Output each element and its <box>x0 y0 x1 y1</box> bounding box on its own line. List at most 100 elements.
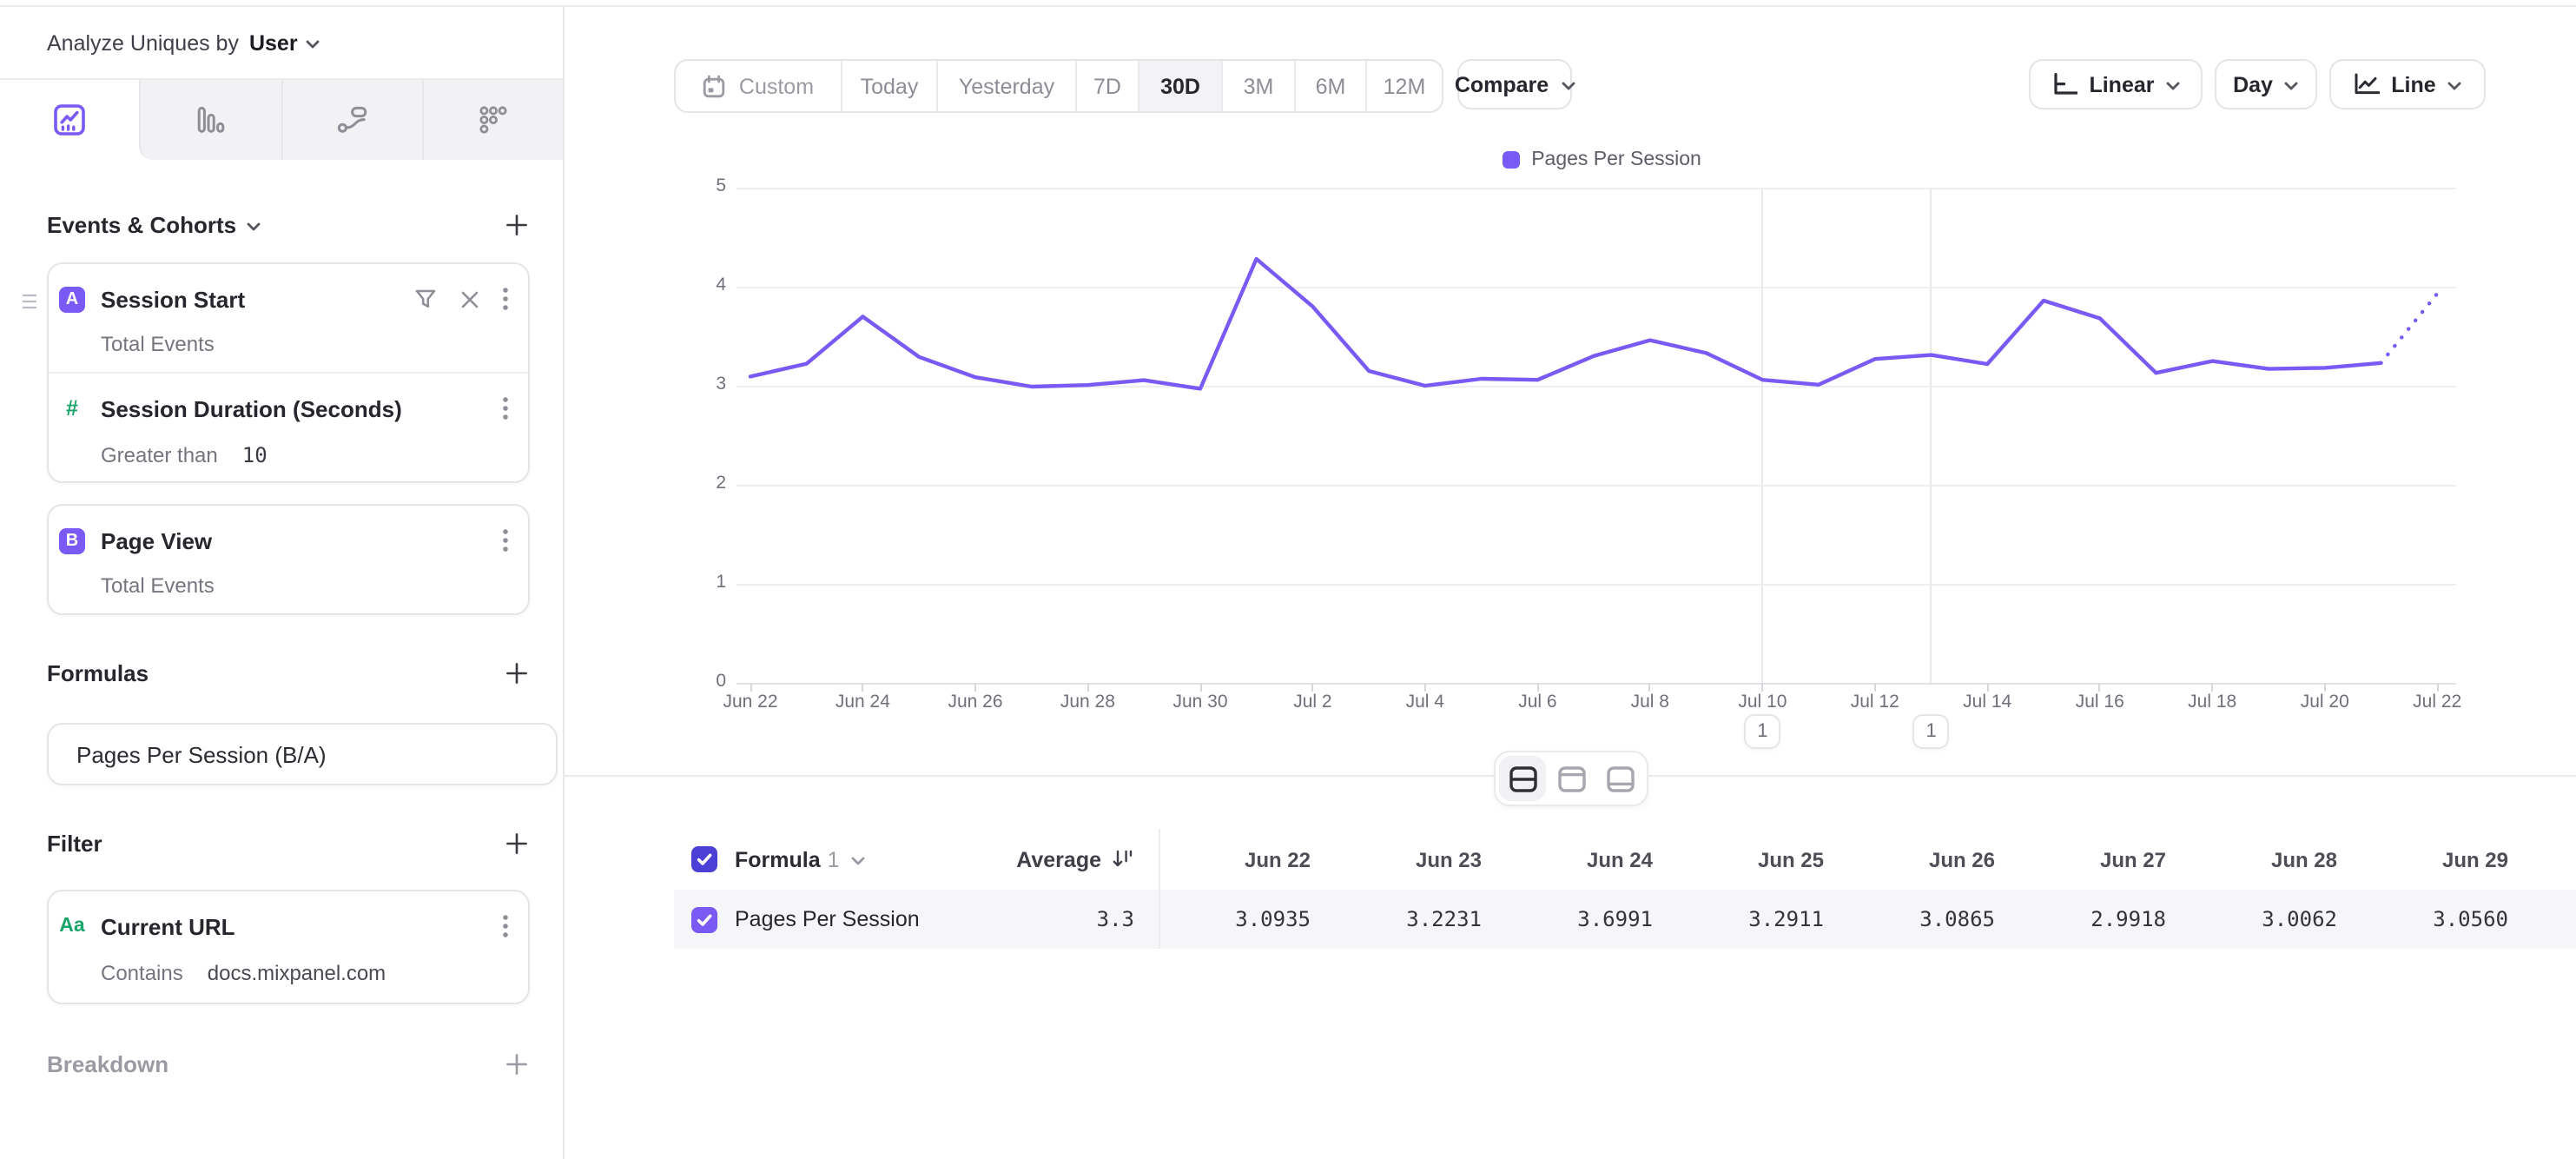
event-name[interactable]: Session Start <box>101 286 246 312</box>
tab-bar-chart[interactable] <box>139 80 281 160</box>
results-table: Formula 1 Average Jun 22 Jun 23 Jun 24 J… <box>674 829 2576 949</box>
tab-retention[interactable] <box>421 80 563 160</box>
gridline <box>736 683 2456 685</box>
value-cell: 3.0062 <box>2262 907 2337 931</box>
property-condition[interactable]: Greater than 10 <box>101 443 268 467</box>
analyze-by-label: Analyze Uniques by <box>47 30 239 55</box>
layout-split-button[interactable] <box>1499 756 1546 801</box>
gridline <box>736 386 2456 387</box>
table-layout-icon <box>1606 765 1634 791</box>
average-sort-header[interactable]: Average <box>1016 847 1134 871</box>
kebab-menu-icon[interactable] <box>502 914 509 938</box>
add-event-button[interactable] <box>505 213 528 235</box>
add-filter-button[interactable] <box>505 831 528 854</box>
line-chart-icon <box>52 103 87 137</box>
breakdown-section-title: Breakdown <box>47 1050 169 1076</box>
filter-card[interactable]: Aa Current URL Contains docs.mixpanel.co… <box>47 890 530 1004</box>
chevron-down-icon[interactable] <box>852 857 866 865</box>
x-axis-tick-label: Jun 30 <box>1172 692 1228 712</box>
chevron-down-icon[interactable] <box>247 222 261 230</box>
analyze-by-row: Analyze Uniques by User <box>0 7 563 80</box>
x-axis-tick <box>1873 683 1876 692</box>
layout-chart-button[interactable] <box>1548 756 1595 801</box>
add-breakdown-button[interactable] <box>505 1052 528 1075</box>
range-30d[interactable]: 30D <box>1138 61 1221 111</box>
y-axis-tick-label: 2 <box>716 473 726 493</box>
range-7d[interactable]: 7D <box>1075 61 1138 111</box>
add-formula-button[interactable] <box>505 661 528 684</box>
event-name[interactable]: Page View <box>101 527 213 553</box>
formulas-section-header: Formulas <box>47 655 528 690</box>
filter-icon[interactable] <box>413 288 438 310</box>
event-badge: A <box>59 286 85 312</box>
x-axis-tick-label: Jul 14 <box>1963 692 2012 712</box>
row-checkbox[interactable] <box>691 906 717 932</box>
y-axis-tick-label: 1 <box>716 572 726 593</box>
range-yesterday[interactable]: Yesterday <box>936 61 1075 111</box>
range-today[interactable]: Today <box>841 61 936 111</box>
formula-name: Pages Per Session (B/A) <box>76 741 327 767</box>
event-row: B Page View <box>59 527 509 554</box>
chart-type-selector[interactable]: Line <box>2329 59 2486 109</box>
annotation-gridline <box>1761 188 1764 683</box>
range-custom[interactable]: Custom <box>676 61 841 111</box>
x-axis-tick-label: Jun 28 <box>1060 692 1115 712</box>
kebab-menu-icon[interactable] <box>502 396 509 421</box>
select-all-checkbox[interactable] <box>691 846 717 872</box>
events-section-title: Events & Cohorts <box>47 211 237 237</box>
annotation-badge[interactable]: 1 <box>1744 714 1781 749</box>
analyze-by-selector[interactable]: User <box>249 30 320 55</box>
tab-flows[interactable] <box>281 80 422 160</box>
x-axis-tick <box>1423 683 1426 692</box>
chart-legend[interactable]: Pages Per Session <box>747 149 2456 170</box>
date-column-header[interactable]: Jun 29 <box>2441 847 2508 871</box>
x-axis-tick-label: Jun 26 <box>948 692 1003 712</box>
date-column-header[interactable]: Jun 26 <box>1928 847 1995 871</box>
filter-property-name[interactable]: Current URL <box>101 913 235 939</box>
date-column-header[interactable]: Jun 27 <box>2099 847 2166 871</box>
event-card-session-start[interactable]: A Session Start Total Events # Session D… <box>47 262 530 483</box>
filter-condition[interactable]: Contains docs.mixpanel.com <box>101 961 386 985</box>
calendar-icon <box>703 74 727 98</box>
x-axis-tick-label: Jul 8 <box>1630 692 1669 712</box>
date-column-header[interactable]: Jun 25 <box>1757 847 1824 871</box>
event-measure[interactable]: Total Events <box>101 573 215 598</box>
close-icon[interactable] <box>460 289 479 308</box>
drag-handle-icon[interactable] <box>23 287 36 318</box>
compare-button[interactable]: Compare <box>1455 59 1575 109</box>
property-name[interactable]: Session Duration (Seconds) <box>101 395 402 421</box>
range-6m[interactable]: 6M <box>1294 61 1365 111</box>
layout-table-button[interactable] <box>1596 756 1643 801</box>
event-measure[interactable]: Total Events <box>101 332 215 356</box>
chevron-down-icon <box>2285 81 2299 89</box>
chevron-down-icon <box>307 39 320 48</box>
range-12m[interactable]: 12M <box>1365 61 1442 111</box>
chevron-down-icon <box>2167 81 2181 89</box>
linear-axis-icon <box>2051 73 2077 96</box>
chevron-down-icon <box>1561 81 1575 89</box>
kebab-menu-icon[interactable] <box>502 528 509 553</box>
date-column-header[interactable]: Jun 23 <box>1415 847 1482 871</box>
annotation-gridline <box>1930 188 1932 683</box>
event-row: A Session Start <box>59 285 509 313</box>
event-card-page-view[interactable]: B Page View Total Events <box>47 504 530 615</box>
tab-insights-line[interactable] <box>0 80 140 160</box>
scale-selector[interactable]: Linear <box>2029 59 2203 109</box>
interval-selector[interactable]: Day <box>2215 59 2317 109</box>
row-label: Pages Per Session <box>735 907 920 931</box>
x-axis-tick-label: Jul 22 <box>2413 692 2462 712</box>
range-3m[interactable]: 3M <box>1221 61 1294 111</box>
table-row[interactable]: Pages Per Session 3.3 3.0935 3.2231 3.69… <box>674 890 2576 949</box>
top-divider <box>0 5 2576 7</box>
bar-chart-icon <box>194 103 228 137</box>
formula-card[interactable]: Pages Per Session (B/A) <box>47 723 558 785</box>
date-column-header[interactable]: Jun 22 <box>1244 847 1311 871</box>
gridline <box>736 188 2456 189</box>
formula-header-label[interactable]: Formula <box>735 847 821 871</box>
annotation-badge[interactable]: 1 <box>1912 714 1950 749</box>
series-cell: Pages Per Session 3.3 <box>674 890 1160 949</box>
date-column-header[interactable]: Jun 28 <box>2270 847 2337 871</box>
kebab-menu-icon[interactable] <box>502 287 509 311</box>
date-column-header[interactable]: Jun 24 <box>1586 847 1653 871</box>
